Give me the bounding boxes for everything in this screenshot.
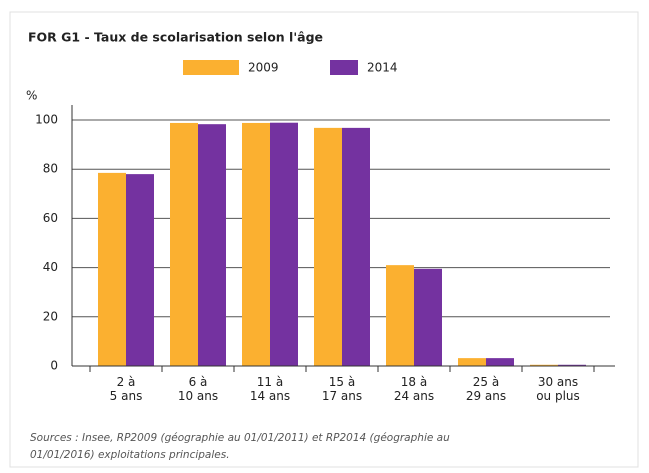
- bar: [530, 364, 558, 366]
- bar: [242, 122, 270, 367]
- source: 01/01/2016) exploitations principales.: [30, 449, 230, 461]
- bar: [558, 364, 586, 366]
- bar: [386, 265, 414, 366]
- x-tick-label: 30 ans ou plus: [536, 375, 580, 403]
- legend-swatch: [330, 60, 358, 75]
- y-tick-label: 100: [35, 113, 58, 127]
- y-tick-label: 80: [43, 162, 58, 176]
- bar: [126, 174, 154, 366]
- bar: [270, 122, 298, 367]
- chart-title: FOR G1 - Taux de scolarisation selon l'â…: [28, 30, 323, 45]
- x-tick-label: 25 à 29 ans: [466, 375, 506, 403]
- bar: [414, 268, 442, 366]
- legend-label: 2014: [367, 61, 398, 75]
- legend-swatch: [183, 60, 239, 75]
- x-tick-label: 18 à 24 ans: [394, 375, 434, 403]
- y-tick-label: 20: [43, 309, 58, 323]
- bar: [170, 122, 198, 367]
- y-tick-label: 60: [43, 211, 58, 225]
- x-tick-label: 11 à 14 ans: [250, 375, 290, 403]
- bar: [314, 127, 342, 366]
- y-tick-label: 0: [50, 359, 58, 373]
- bar: [342, 127, 370, 366]
- bar: [98, 172, 126, 366]
- frame: [9, 11, 639, 468]
- bar: [486, 358, 514, 366]
- y-axis-label: %: [26, 89, 37, 103]
- x-tick-label: 6 à 10 ans: [178, 375, 218, 403]
- bar: [198, 124, 226, 366]
- bar: [458, 358, 486, 366]
- x-tick-label: 15 à 17 ans: [322, 375, 362, 403]
- legend-label: 2009: [248, 61, 279, 75]
- source: Sources : Insee, RP2009 (géographie au 0…: [30, 432, 450, 444]
- y-tick-label: 40: [43, 260, 58, 274]
